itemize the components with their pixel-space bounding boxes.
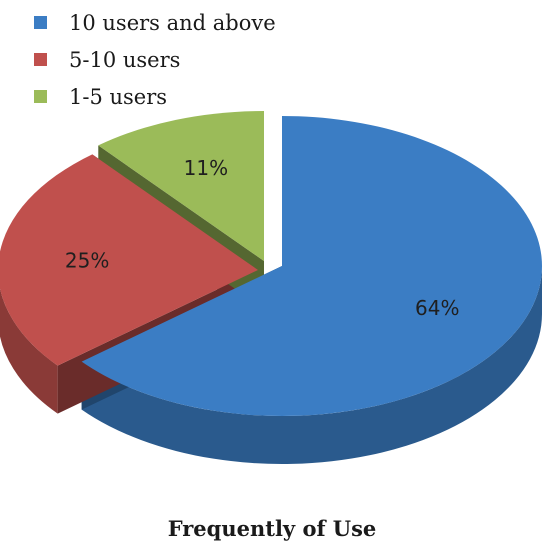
legend-label: 5-10 users [69,47,181,72]
data-label: 11% [184,156,228,180]
legend-label: 1-5 users [69,84,168,109]
legend-label: 10 users and above [69,10,276,35]
chart-legend: 10 users and above 5-10 users 1-5 users [34,4,276,115]
data-label: 25% [65,249,109,273]
slice-5-10-side [0,288,58,414]
legend-item-1-5: 1-5 users [34,78,276,115]
legend-swatch [34,90,47,103]
legend-item-5-10: 5-10 users [34,41,276,78]
data-label: 64% [415,296,459,320]
legend-swatch [34,53,47,66]
slice-10-plus-side [81,266,542,465]
legend-item-10-plus: 10 users and above [34,4,276,41]
legend-swatch [34,16,47,29]
chart-title: Frequently of Use [167,516,377,541]
slice-5-10 [0,154,258,366]
slice-1-5 [98,111,264,261]
slice-10-plus [81,116,542,416]
